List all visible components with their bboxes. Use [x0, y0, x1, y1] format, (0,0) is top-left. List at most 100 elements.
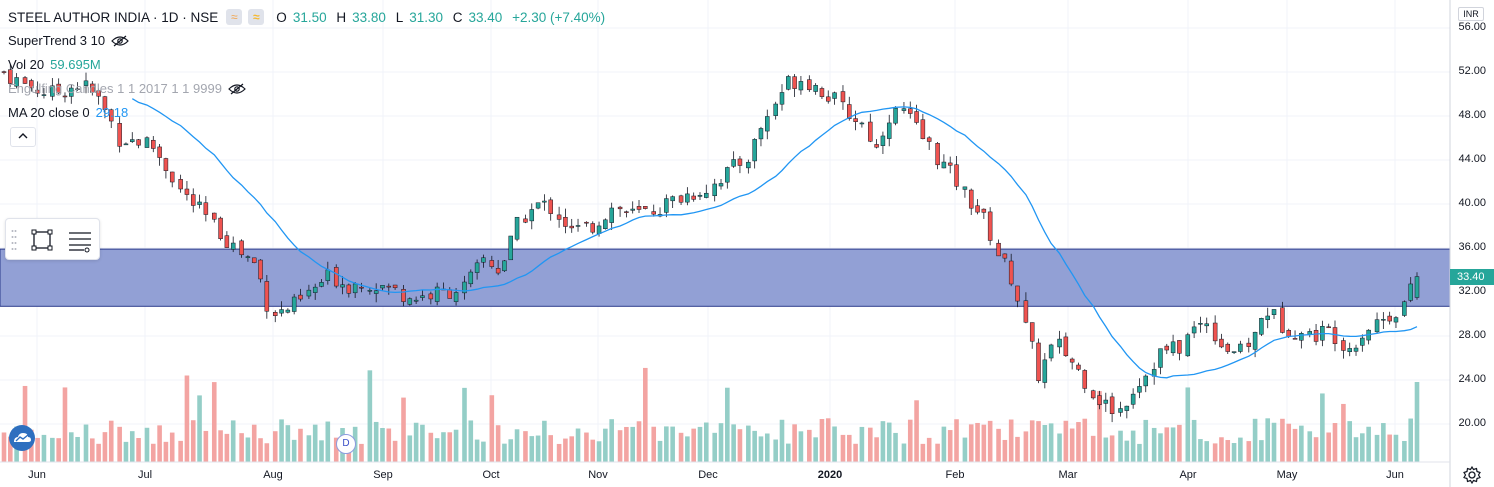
candle-up [407, 298, 413, 305]
support-resistance-zone[interactable] [0, 248, 1451, 307]
volume-bar [1219, 437, 1224, 462]
candle-up [704, 192, 709, 198]
candle-up [596, 225, 602, 234]
candle-up [880, 135, 886, 146]
volume-bar [685, 436, 690, 462]
candle-up [413, 299, 419, 302]
volume-bar [1299, 425, 1304, 462]
volume-bar [1191, 419, 1197, 462]
volume-bar [1063, 420, 1069, 462]
dividend-marker[interactable]: D [336, 434, 356, 454]
volume-bar [596, 441, 602, 462]
volume-bar [792, 424, 797, 462]
gear-icon[interactable] [1462, 465, 1482, 485]
indicator-volume[interactable]: Vol 20 59.695M [8, 57, 107, 72]
volume-bar [447, 432, 453, 462]
candle-up [718, 183, 724, 187]
collapse-legend-button[interactable] [10, 127, 36, 147]
indicator-ma[interactable]: MA 20 close 0 29.18 [8, 105, 134, 120]
indicator-engulfing[interactable]: Engulfing Candles 1 1 2017 1 1 9999 [8, 81, 246, 96]
volume-bar [1002, 439, 1008, 462]
candle-up [514, 216, 520, 240]
rectangle-icon[interactable] [28, 227, 56, 253]
candle-up [1170, 341, 1176, 354]
candle-down [807, 79, 812, 91]
volume-bar [230, 420, 236, 462]
candle-down [996, 242, 1001, 257]
volume-bar [468, 420, 474, 462]
candle-down [447, 289, 453, 299]
volume-bar [123, 441, 129, 462]
candle-up [1414, 276, 1420, 298]
time-tick-label: May [1276, 469, 1298, 481]
candle-down [359, 286, 364, 289]
close-value: 33.40 [468, 9, 503, 25]
drag-handle-icon[interactable] [11, 228, 17, 252]
candle-up [670, 196, 675, 202]
candle-up [1103, 399, 1109, 404]
volume-bar [1076, 422, 1081, 462]
candle-down [136, 139, 141, 146]
volume-bar [737, 429, 743, 462]
candle-down [1341, 340, 1346, 351]
candle-up [603, 219, 608, 229]
candle-up [1402, 301, 1407, 316]
volume-bar [529, 436, 535, 462]
volume-bar [251, 424, 257, 462]
candle-down [826, 96, 831, 102]
volume-bar [401, 397, 406, 462]
eye-hidden-icon[interactable] [111, 35, 129, 47]
candle-up [1130, 393, 1136, 405]
candle-up [1299, 333, 1304, 341]
lines-icon[interactable] [66, 227, 94, 253]
candle-down [651, 211, 656, 215]
volume-bar [752, 430, 757, 462]
indicator-supertrend[interactable]: SuperTrend 3 10 [8, 33, 129, 48]
volume-bar [1360, 433, 1365, 462]
price-tick-label: 36.00 [1458, 241, 1486, 253]
candle-down [868, 121, 873, 142]
candle-down [90, 83, 95, 93]
volume-bar [731, 424, 736, 462]
volume-bar [319, 440, 324, 462]
volume-bar [825, 418, 831, 462]
candle-down [1, 71, 7, 73]
volume-bar [962, 437, 968, 462]
candle-down [1219, 338, 1224, 348]
candle-down [874, 144, 879, 148]
candle-down [1332, 327, 1338, 344]
volume-bar [1225, 440, 1231, 462]
candle-down [190, 194, 196, 206]
drawing-toolbar[interactable] [5, 218, 100, 260]
candle-up [279, 309, 284, 314]
volume-bar [920, 443, 926, 462]
volume-bar [1164, 427, 1170, 462]
candle-up [1381, 319, 1386, 321]
volume-bar [758, 436, 764, 462]
volume-bar [420, 424, 425, 462]
adjust-icon[interactable]: ≈ [226, 9, 243, 25]
volume-bar [1402, 440, 1407, 462]
volume-bar [279, 419, 284, 462]
candle-up [941, 161, 947, 169]
candle-up [765, 116, 770, 132]
volume-bar [298, 428, 303, 462]
price-tick-label: 44.00 [1458, 153, 1486, 165]
volume-bar [798, 431, 804, 462]
currency-label[interactable]: INR [1458, 7, 1484, 21]
volume-bar [651, 426, 657, 462]
candle-up [542, 200, 547, 203]
symbol-title[interactable]: STEEL AUTHOR INDIA · 1D · NSE [8, 9, 219, 25]
eye-hidden-icon[interactable] [228, 83, 246, 95]
candle-down [1008, 260, 1014, 285]
candle-up [886, 122, 892, 139]
compare-icon[interactable]: ≈ [248, 9, 265, 25]
volume-bar [386, 428, 392, 462]
volume-bar [1259, 440, 1264, 462]
candle-down [1002, 253, 1008, 259]
cloud-logo-icon[interactable] [6, 424, 38, 452]
candle-up [962, 186, 968, 190]
candle-down [792, 76, 797, 89]
candle-up [1143, 375, 1149, 387]
